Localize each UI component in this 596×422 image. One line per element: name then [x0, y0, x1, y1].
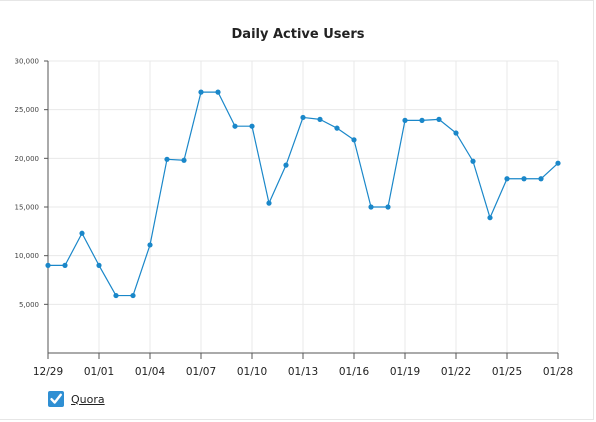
data-point — [232, 123, 238, 129]
data-point — [385, 204, 391, 210]
x-tick-label: 01/28 — [543, 366, 573, 378]
x-tick-label: 01/01 — [84, 366, 114, 378]
data-point — [521, 176, 527, 182]
data-point — [96, 262, 102, 268]
x-tick-label: 01/22 — [441, 366, 471, 378]
x-tick-label: 01/19 — [390, 366, 420, 378]
data-point — [181, 157, 187, 163]
data-point — [470, 158, 476, 164]
x-tick-label: 01/04 — [135, 366, 166, 378]
data-point — [402, 117, 408, 123]
y-tick-label: 10,000 — [15, 252, 40, 260]
data-point — [215, 89, 221, 95]
data-point — [45, 262, 51, 268]
data-point — [300, 114, 306, 121]
data-point — [453, 130, 459, 136]
data-point — [130, 292, 136, 299]
x-tick-label: 01/07 — [186, 366, 216, 378]
data-point — [351, 137, 357, 143]
y-tick-label: 15,000 — [15, 204, 40, 212]
data-point — [283, 162, 289, 168]
y-tick-label: 25,000 — [15, 106, 40, 114]
data-point — [164, 156, 170, 162]
data-point — [62, 262, 68, 268]
data-point — [249, 123, 255, 129]
checkmark-icon — [50, 393, 62, 404]
data-point — [113, 292, 119, 299]
data-point — [147, 242, 153, 248]
x-tick-label: 01/10 — [237, 366, 267, 378]
data-point — [317, 116, 323, 122]
data-point — [504, 176, 510, 182]
legend-item-quora[interactable]: Quora — [48, 390, 105, 408]
legend-checkbox[interactable] — [48, 391, 64, 407]
chart-title: Daily Active Users — [231, 27, 365, 42]
x-tick-label: 01/16 — [339, 366, 370, 378]
x-tick-label: 12/29 — [33, 366, 63, 378]
data-point — [487, 215, 493, 221]
y-tick-label: 20,000 — [15, 155, 40, 163]
legend-label[interactable]: Quora — [71, 392, 105, 406]
y-tick-label: 5,000 — [19, 301, 39, 309]
y-tick-label: 30,000 — [15, 58, 40, 66]
x-tick-label: 01/13 — [288, 366, 318, 378]
data-point — [266, 200, 272, 206]
data-point — [555, 160, 561, 166]
data-point — [436, 116, 442, 122]
data-point — [79, 230, 85, 236]
data-point — [198, 89, 204, 95]
data-point — [419, 117, 425, 123]
x-tick-label: 01/25 — [492, 366, 522, 378]
data-point — [538, 176, 544, 182]
data-point — [368, 204, 374, 210]
data-point — [334, 125, 340, 131]
